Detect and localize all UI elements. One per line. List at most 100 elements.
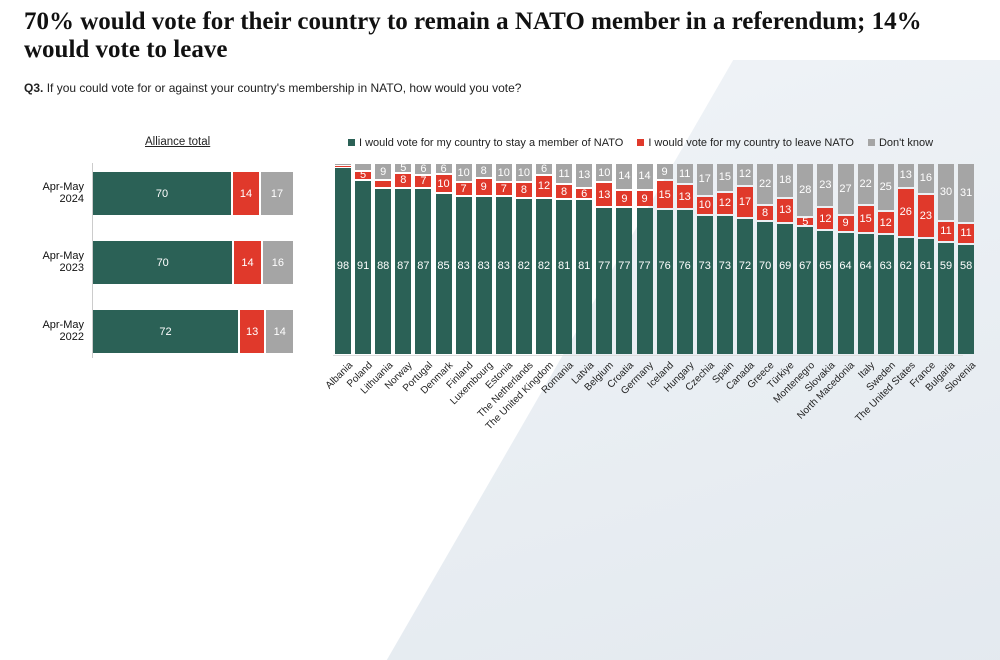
legend-leave: I would vote for my country to leave NAT… [637,137,854,149]
segment-stay: 81 [556,200,573,354]
row-label: Apr-May 2024 [42,181,84,205]
segment-leave: 9 [837,215,854,232]
segment-leave: 5 [355,169,372,181]
segment-dont-know: 10 [455,164,472,182]
alliance-total-title: Alliance total [145,136,211,148]
legend-label: I would vote for my country to stay a me… [359,137,624,149]
segment-leave: 1 [335,165,351,167]
segment-stay: 76 [656,210,673,354]
x-axis [333,355,963,356]
segment-leave: 17 [737,186,753,218]
segment-dont-know: 28 [797,164,814,216]
segment-stay: 70 [93,241,233,284]
segment-stay: 98 [335,167,351,354]
legend-swatch [637,139,645,146]
segment-dont-know: 10 [596,164,613,182]
segment-dont-know: 25 [877,164,894,210]
segment-stay: 91 [355,181,372,354]
segment-dont-know: 27 [837,164,854,214]
segment-stay: 70 [93,172,231,215]
segment-stay: 87 [395,188,412,354]
legend-swatch [348,139,355,146]
segment-dont-know: 8 [475,164,492,178]
segment-dont-know: 11 [676,164,693,184]
segment-dont-know: 14 [616,164,633,189]
segment-leave: 23 [917,194,934,237]
row-label: Apr-May 2023 [42,250,84,274]
segment-leave: 15 [857,205,874,233]
segment-dont-know: 10 [515,164,532,182]
segment-dont-know: 13 [576,164,593,187]
segment-leave: 12 [716,192,733,214]
segment-leave: 12 [877,212,894,234]
segment-leave: 9 [636,190,653,207]
legend-dont-know: Don't know [867,137,933,149]
question: Q3. If you could vote for or against you… [24,81,521,95]
segment-leave: 9 [475,179,492,195]
segment-stay: 82 [515,198,532,354]
segment-dont-know: 5 [395,162,412,174]
segment-leave: 9 [616,190,633,207]
question-text: If you could vote for or against your co… [46,81,522,95]
segment-stay: 70 [757,221,774,354]
segment-stay: 72 [93,310,238,353]
segment-stay: 65 [817,231,834,354]
segment-dont-know: 30 [938,164,954,220]
segment-dont-know: 10 [495,164,512,182]
segment-leave: 13 [777,198,794,222]
segment-leave: 13 [596,183,613,207]
legend-stay: I would vote for my country to stay a me… [348,137,623,149]
segment-stay: 58 [958,244,975,354]
segment-dont-know: 17 [261,172,293,215]
segment-stay: 83 [455,196,472,354]
segment-dont-know: 6 [435,163,452,175]
segment-leave: 6 [576,188,593,200]
segment-stay: 59 [938,242,954,354]
segment-dont-know: 16 [917,164,934,193]
segment-leave: 8 [515,183,532,197]
segment-stay: 83 [475,196,492,354]
segment-stay: 77 [596,208,613,354]
segment-dont-know: 31 [958,164,975,222]
segment-leave: 8 [556,185,573,199]
segment-stay: 83 [495,196,512,354]
segment-stay: 76 [676,210,693,354]
segment-stay: 82 [536,198,552,354]
segment-stay: 73 [716,215,733,354]
segment-leave: 12 [536,175,552,197]
segment-stay: 88 [375,188,392,354]
segment-dont-know: 1 [335,164,351,165]
segment-leave: 8 [395,173,412,187]
segment-dont-know: 12 [737,164,753,185]
segment-leave: 7 [415,175,432,187]
segment-stay: 61 [917,238,934,354]
segment-dont-know: 16 [262,241,293,284]
segment-stay: 64 [857,234,874,354]
segment-leave: 7 [455,183,472,195]
legend-swatch [867,139,875,146]
segment-leave: 11 [938,221,954,241]
segment-dont-know: 22 [757,164,774,205]
segment-leave: 15 [656,181,673,209]
segment-dont-know: 14 [636,164,653,189]
segment-stay: 77 [636,208,653,354]
segment-leave: 10 [696,196,713,214]
segment-leave: 14 [234,241,261,284]
segment-dont-know: 18 [777,164,794,197]
segment-dont-know: 15 [716,164,733,191]
segment-dont-know: 6 [536,163,552,175]
segment-leave: 7 [495,183,512,195]
segment-stay: 69 [777,223,794,354]
segment-leave: 10 [435,175,452,193]
segment-leave: 12 [817,208,834,230]
segment-stay: 62 [897,238,914,354]
segment-dont-know: 11 [556,164,573,184]
question-number: Q3. [24,81,44,95]
segment-dont-know: 9 [656,164,673,180]
segment-dont-know: 17 [696,164,713,195]
segment-dont-know: 9 [375,164,392,180]
segment-leave: 5 [797,216,814,228]
segment-stay: 87 [415,188,432,354]
segment-dont-know: 4 [355,164,372,170]
segment-leave: 8 [757,206,774,220]
